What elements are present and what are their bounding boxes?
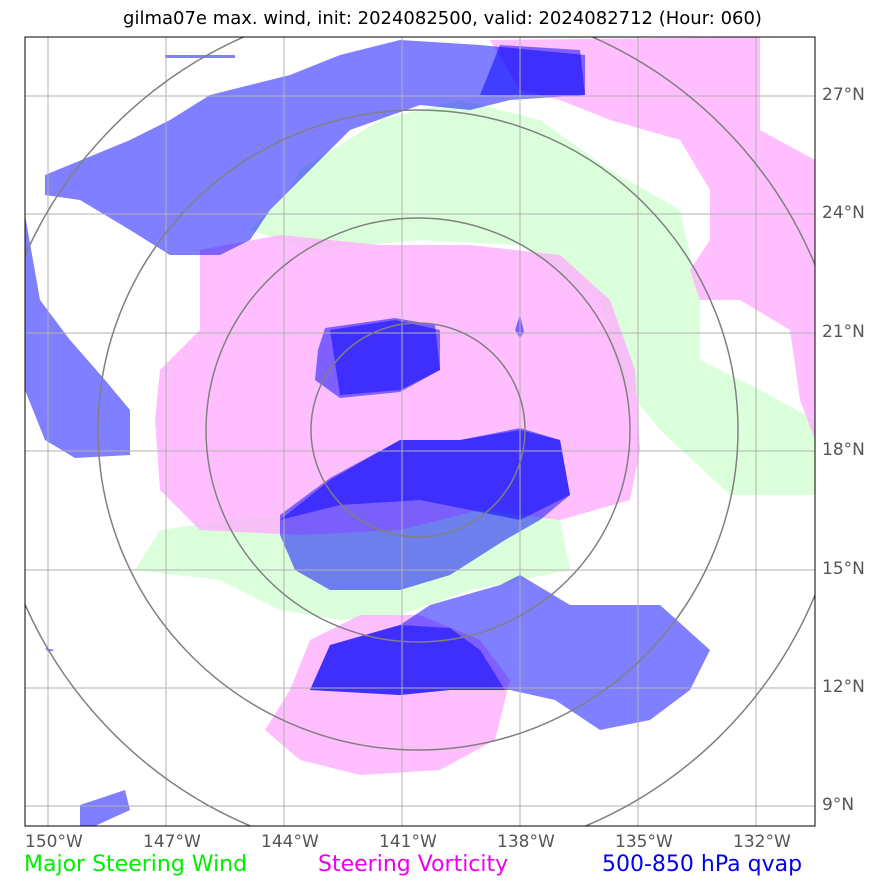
lon-label-132w: 132°W bbox=[733, 832, 791, 852]
lon-label-141w: 141°W bbox=[379, 832, 437, 852]
lon-label-144w: 144°W bbox=[261, 832, 319, 852]
lat-label-15n: 15°N bbox=[822, 559, 865, 579]
plot-border bbox=[24, 36, 816, 827]
lon-label-147w: 147°W bbox=[143, 832, 201, 852]
lat-label-24n: 24°N bbox=[822, 203, 865, 223]
qvap-layer bbox=[25, 40, 710, 826]
map-gridlines bbox=[25, 37, 815, 826]
map-title: gilma07e max. wind, init: 2024082500, va… bbox=[123, 8, 762, 29]
lon-label-150w: 150°W bbox=[25, 832, 83, 852]
lat-label-21n: 21°N bbox=[822, 322, 865, 342]
lon-label-138w: 138°W bbox=[497, 832, 555, 852]
lat-label-12n: 12°N bbox=[822, 677, 865, 697]
lon-label-135w: 135°W bbox=[615, 832, 673, 852]
legend-steering-vorticity: Steering Vorticity bbox=[318, 852, 509, 877]
range-rings bbox=[25, 37, 815, 826]
lat-label-27n: 27°N bbox=[822, 85, 865, 105]
lat-label-9n: 9°N bbox=[822, 795, 855, 815]
legend-qvap: 500-850 hPa qvap bbox=[602, 852, 803, 877]
legend-steering-wind: Major Steering Wind bbox=[24, 852, 248, 877]
lat-label-18n: 18°N bbox=[822, 440, 865, 460]
